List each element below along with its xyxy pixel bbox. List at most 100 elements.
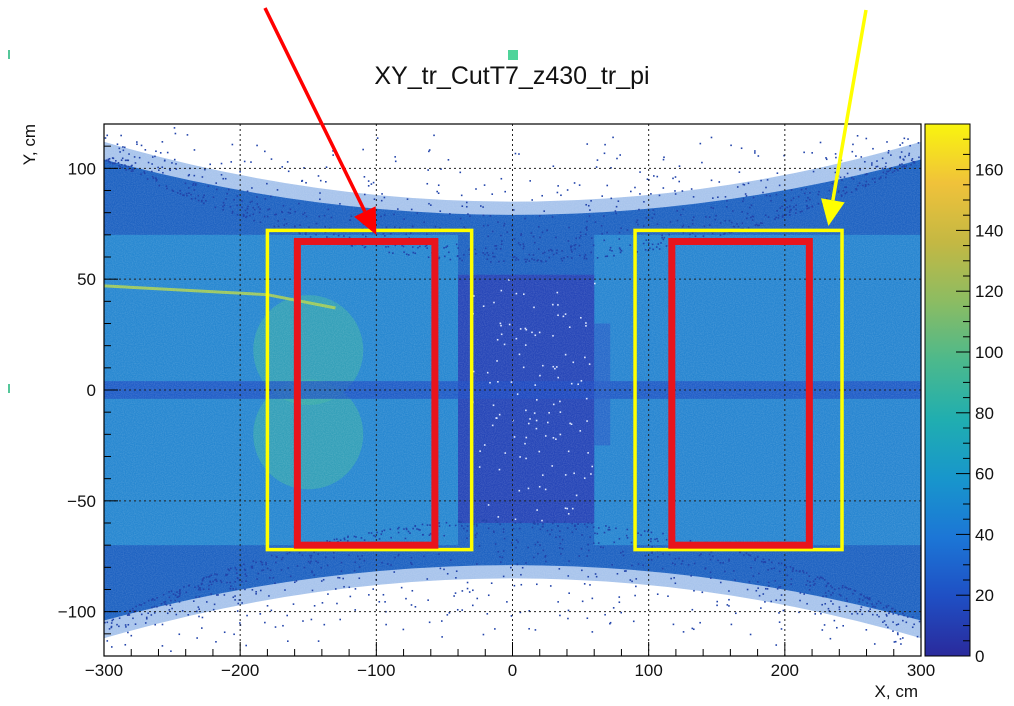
scatter-point (216, 573, 218, 576)
scatter-point (457, 247, 459, 249)
scatter-point (326, 564, 329, 567)
scatter-point (487, 527, 490, 530)
scatter-point (286, 553, 289, 555)
scatter-point (267, 208, 269, 211)
scatter-point (542, 252, 544, 255)
scatter-point (609, 249, 611, 251)
scatter-point (259, 613, 262, 615)
scatter-point (825, 584, 828, 587)
scatter-point (217, 594, 219, 596)
scatter-point (742, 200, 744, 203)
scatter-point (760, 179, 762, 182)
scatter-point (320, 580, 323, 582)
scatter-point (865, 137, 868, 140)
scatter-point (200, 200, 203, 203)
scatter-point (591, 631, 594, 633)
scatter-point (908, 154, 910, 157)
scatter-point (808, 207, 810, 209)
scatter-point (567, 575, 570, 577)
scatter-point (827, 582, 830, 585)
scatter-point (390, 232, 392, 235)
scatter-point (110, 622, 113, 624)
scatter-point (789, 205, 791, 208)
scatter-point (517, 541, 519, 543)
scatter-point (106, 640, 109, 642)
scatter-point (220, 173, 223, 176)
scatter-point (861, 613, 864, 616)
scatter-point (851, 613, 853, 615)
scatter-point (586, 143, 589, 145)
scatter-point (559, 530, 561, 532)
scatter-point (541, 231, 544, 234)
selection-box-red (293, 237, 439, 549)
scatter-point (164, 600, 167, 603)
scatter-point (762, 593, 765, 595)
scatter-point (441, 636, 443, 638)
scatter-point (899, 156, 902, 158)
scatter-point (330, 216, 333, 219)
scatter-point (583, 583, 586, 585)
scatter-point (253, 219, 255, 222)
scatter-point (127, 612, 130, 615)
scatter-point (499, 322, 502, 325)
scatter-point (168, 596, 171, 599)
scatter-point (594, 221, 597, 223)
scatter-point (674, 190, 676, 192)
scatter-point (802, 571, 805, 574)
scatter-point (809, 192, 811, 194)
scatter-point (496, 360, 498, 362)
scatter-point (845, 605, 848, 607)
scatter-point (259, 208, 261, 210)
scatter-point (493, 301, 495, 304)
scatter-point (394, 156, 396, 158)
scatter-point (234, 567, 237, 569)
scatter-point (705, 216, 707, 218)
scatter-point (819, 576, 822, 578)
scatter-point (678, 180, 681, 183)
scatter-point (806, 602, 808, 605)
scatter-point (752, 575, 755, 577)
scatter-point (466, 581, 469, 584)
scatter-point (549, 585, 552, 587)
scatter-point (120, 159, 123, 161)
scatter-point (813, 584, 815, 586)
scatter-point (207, 588, 210, 591)
scatter-point (676, 219, 679, 222)
scatter-point (499, 556, 501, 558)
scatter-point (893, 170, 896, 172)
scatter-point (901, 142, 904, 144)
scatter-point (201, 579, 204, 582)
scatter-point (792, 568, 794, 571)
scatter-point (572, 361, 575, 364)
scatter-point (154, 155, 156, 158)
scatter-point (665, 538, 668, 541)
scatter-point (147, 161, 150, 164)
scatter-point (140, 613, 143, 616)
scatter-point (904, 155, 906, 158)
scatter-point (589, 536, 591, 538)
scatter-point (762, 191, 764, 194)
scatter-point (144, 622, 147, 624)
scatter-point (656, 537, 658, 540)
scatter-point (561, 547, 564, 550)
scatter-point (889, 169, 892, 171)
scatter-point (372, 181, 375, 184)
scatter-point (339, 203, 341, 205)
scatter-point (858, 598, 861, 600)
scatter-point (434, 225, 437, 228)
scatter-point (679, 214, 682, 216)
scatter-point (490, 582, 493, 585)
scatter-point (585, 322, 587, 324)
scatter-point (616, 157, 618, 160)
scatter-point (658, 194, 661, 197)
scatter-point (324, 556, 327, 559)
scatter-point (570, 423, 573, 426)
scatter-point (372, 588, 375, 590)
scatter-point (798, 611, 800, 614)
scatter-point (899, 156, 902, 159)
scatter-point (687, 225, 690, 228)
scatter-point (831, 586, 834, 589)
scatter-point (793, 206, 795, 208)
scatter-point (421, 533, 424, 536)
scatter-point (322, 578, 325, 581)
